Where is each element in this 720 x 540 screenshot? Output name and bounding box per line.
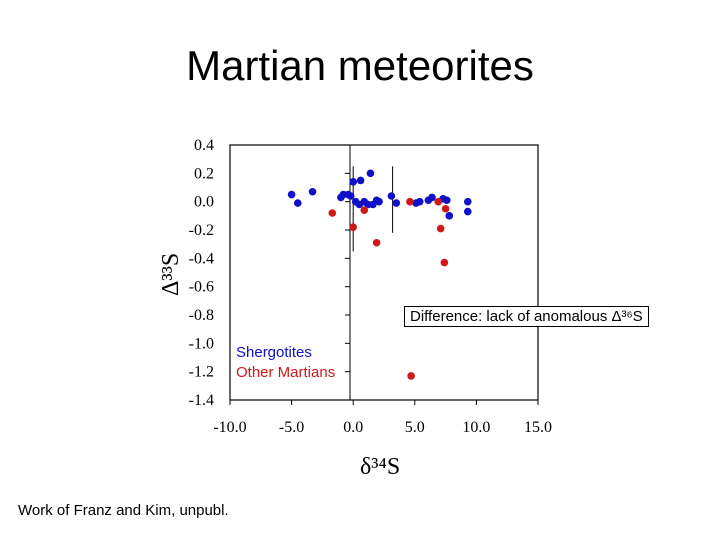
shergotite-point: [375, 197, 383, 206]
legend-other-martians: Other Martians: [236, 364, 335, 381]
credit-text: Work of Franz and Kim, unpubl.: [18, 502, 229, 519]
shergotite-point: [366, 169, 375, 178]
other-martian-point: [434, 197, 443, 206]
y-tick-label: -0.8: [189, 307, 214, 324]
shergotite-point: [387, 192, 396, 200]
other-martian-point: [360, 206, 369, 214]
y-tick-label: 0.0: [194, 194, 214, 211]
x-tick-label: 10.0: [462, 419, 490, 436]
page-title: Martian meteorites: [186, 42, 534, 89]
shergotite-point: [349, 178, 358, 186]
shergotite-point: [287, 190, 296, 199]
other-martian-point: [406, 197, 414, 206]
y-tick-label: 0.2: [194, 165, 214, 182]
y-tick-label: -0.4: [189, 250, 214, 267]
x-tick-label: 0.0: [343, 419, 363, 436]
other-martian-point: [436, 224, 445, 233]
x-axis-label: δ³⁴S: [360, 454, 400, 480]
other-martian-point: [372, 238, 381, 247]
legend-shergotites: Shergotites: [236, 344, 312, 361]
data-points: [287, 169, 472, 380]
tick-marks: [229, 144, 539, 405]
shergotite-point: [293, 199, 302, 207]
y-axis-label: Δ³³S: [158, 253, 184, 296]
shergotite-point: [356, 176, 365, 185]
shergotite-point: [443, 196, 451, 205]
shergotite-point: [463, 197, 472, 206]
x-tick-label: -10.0: [213, 419, 246, 436]
y-tick-labels: 0.4 0.2 0.0 -0.2 -0.4 -0.6 -0.8 -1.0 -1.2 -1.4: [189, 137, 214, 409]
x-tick-label: -5.0: [279, 419, 304, 436]
x-tick-label: 5.0: [405, 419, 425, 436]
other-martian-point: [349, 223, 358, 231]
shergotite-point: [346, 192, 355, 200]
shergotite-point: [415, 197, 424, 206]
y-tick-label: -1.0: [189, 335, 214, 352]
shergotite-point: [392, 199, 401, 207]
shergotite-point: [445, 212, 454, 220]
other-martian-point: [441, 204, 450, 213]
y-tick-label: -1.2: [189, 364, 214, 381]
other-martian-point: [407, 372, 415, 380]
y-tick-label: 0.4: [194, 137, 214, 154]
x-tick-labels: -10.0 -5.0 0.0 5.0 10.0 15.0: [213, 419, 552, 436]
annotation-box: Difference: lack of anomalous Δ³⁶S: [404, 306, 649, 327]
plot-area: [229, 144, 539, 401]
x-tick-label: 15.0: [524, 419, 552, 436]
shergotite-point: [308, 187, 317, 196]
other-martian-point: [328, 209, 337, 217]
y-tick-label: -0.6: [189, 279, 214, 296]
y-tick-label: -1.4: [189, 392, 214, 409]
shergotite-point: [463, 207, 472, 216]
other-martian-point: [440, 258, 449, 267]
y-tick-label: -0.2: [189, 222, 214, 239]
shergotite-point: [428, 193, 436, 202]
